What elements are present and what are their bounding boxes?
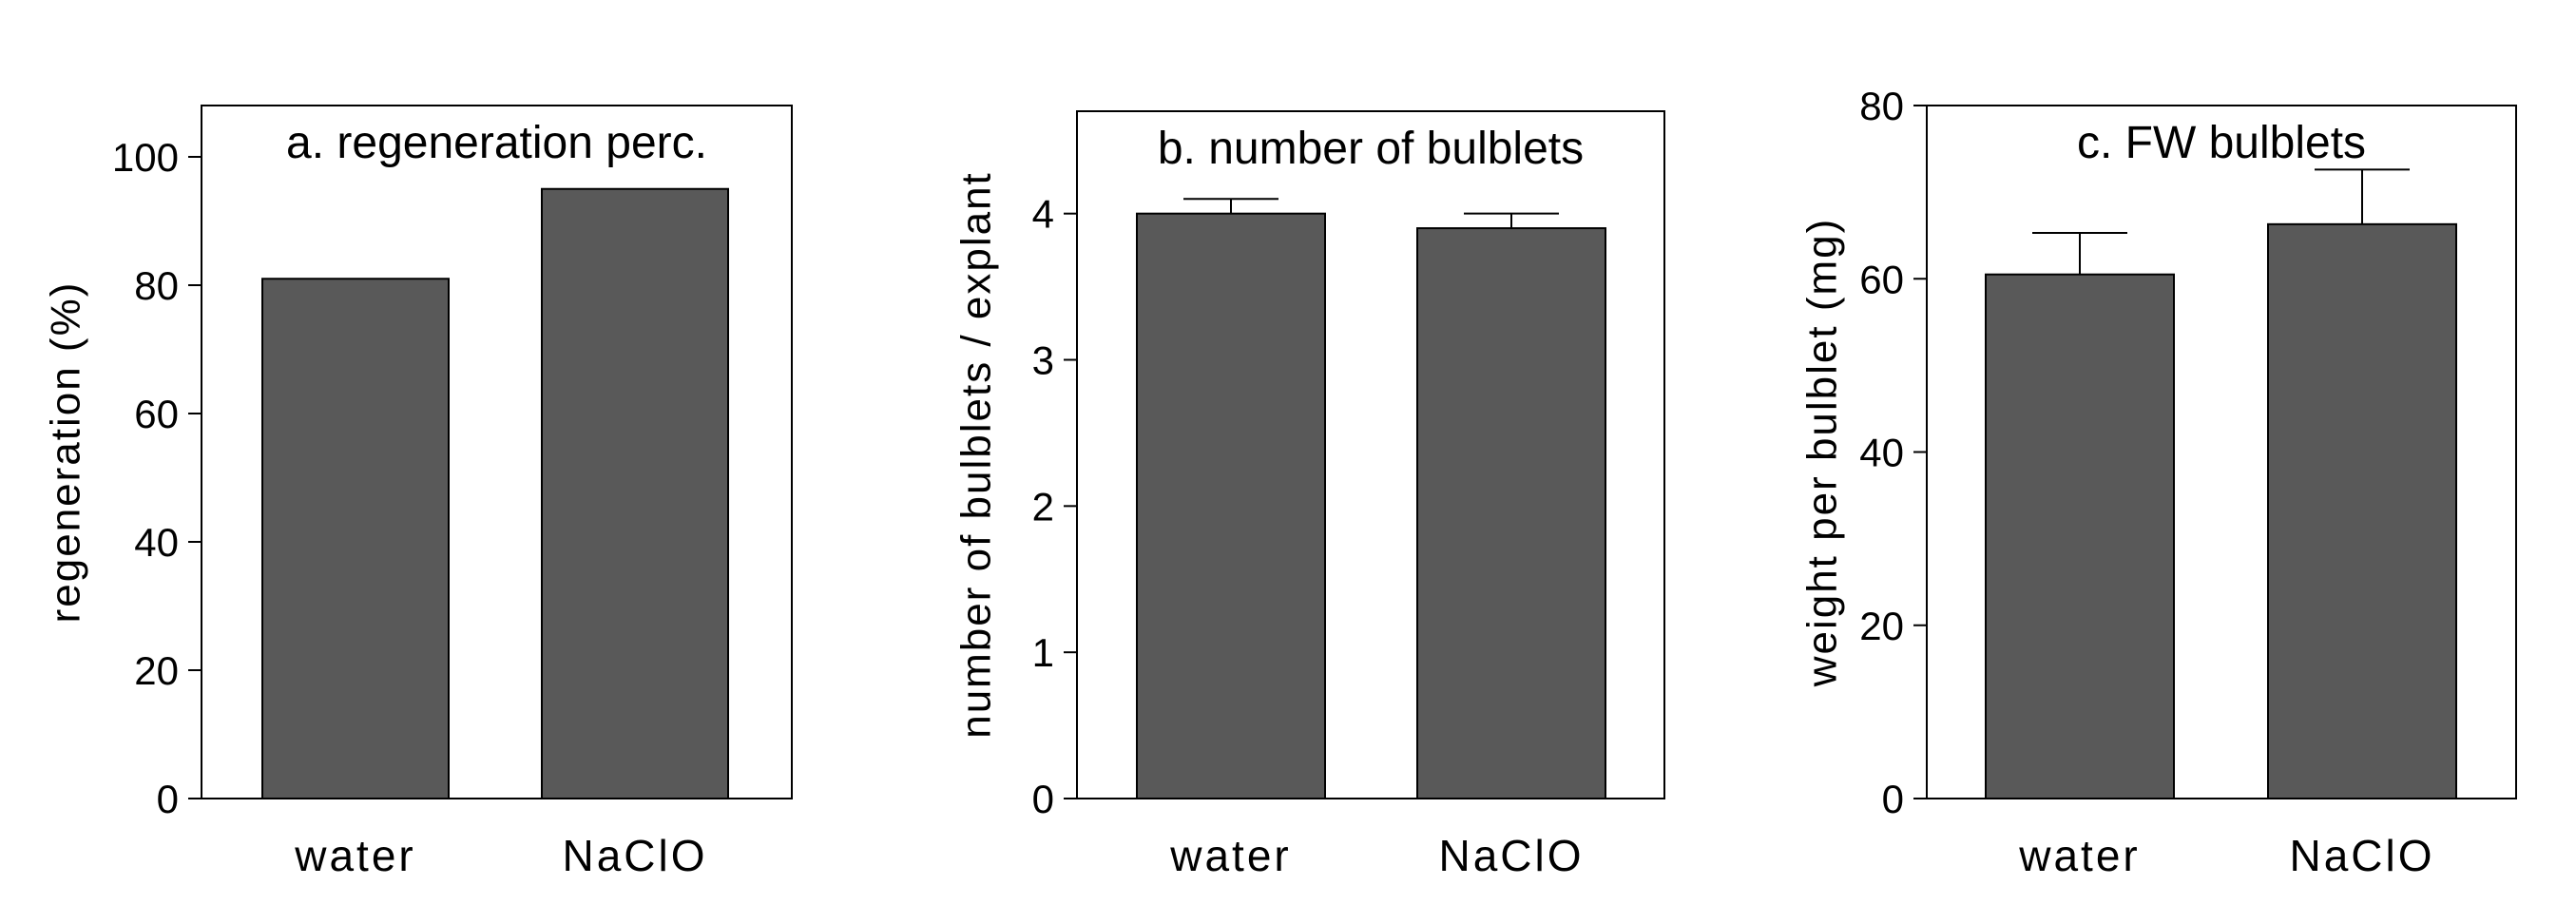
x-tick-label-water: water [1169, 831, 1291, 880]
y-tick-label: 0 [1882, 777, 1904, 821]
x-tick-label-naclo: NaClO [2289, 831, 2434, 880]
bar-naclo [541, 187, 729, 799]
y-tick-label: 4 [1032, 192, 1054, 237]
chart-a-regeneration: 0 20 40 60 80 100 water NaClO a. regeneration pe… [43, 105, 793, 880]
y-tick-label: 80 [134, 263, 179, 308]
y-tick-label: 80 [1859, 84, 1904, 128]
y-tick-label: 0 [1032, 777, 1054, 821]
plot-frame [201, 105, 793, 799]
chart-title: c. FW bulblets [2077, 118, 2366, 168]
chart-title: a. regeneration perc. [286, 118, 707, 168]
y-tick-label: 100 [112, 135, 179, 180]
chart-c-bulblet-weight: 0 20 40 60 80 water NaClO c. FW bulblets weight … [1799, 84, 2517, 880]
bar-water [1985, 273, 2175, 800]
y-tick-label: 3 [1032, 338, 1054, 383]
x-tick-label-naclo: NaClO [1438, 831, 1584, 880]
y-axis-label: number of bulblets / explant [953, 171, 1000, 739]
bar-water [261, 278, 450, 799]
y-tick-label: 20 [1859, 604, 1904, 648]
bar-naclo [1416, 227, 1606, 799]
y-tick-label: 0 [157, 777, 179, 821]
bar-water [1136, 212, 1326, 799]
chart-b-bulblet-count: 0 1 2 3 4 water NaClO b. number of bulblets numb… [953, 110, 1665, 880]
y-axis-label: weight per bulblet (mg) [1799, 218, 1846, 688]
x-tick-label-water: water [2018, 831, 2140, 880]
bar-naclo [2267, 222, 2457, 799]
y-tick-label: 40 [1859, 431, 1904, 475]
y-tick-label: 2 [1032, 484, 1054, 529]
plot-frame [1076, 110, 1665, 799]
y-tick-label: 1 [1032, 630, 1054, 675]
y-tick-label: 20 [134, 648, 179, 693]
x-tick-label-water: water [294, 831, 415, 880]
y-axis-label: regeneration (%) [43, 281, 89, 624]
y-tick-label: 60 [1859, 257, 1904, 301]
y-tick-label: 60 [134, 392, 179, 436]
x-tick-label-naclo: NaClO [562, 831, 707, 880]
y-tick-label: 40 [134, 520, 179, 565]
chart-title: b. number of bulblets [1158, 124, 1584, 174]
